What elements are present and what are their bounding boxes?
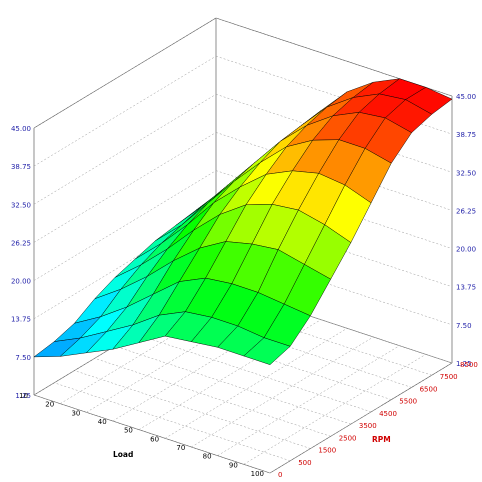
back-wall-gridline [33,55,217,167]
floor-gridline [54,382,291,462]
surface-mesh [33,78,453,365]
rpm-axis-title: RPM [372,435,391,444]
z-tick-label-left: 32.50 [11,201,31,209]
floor-gridline [33,394,271,474]
z-tick-label-left: 13.75 [11,316,31,324]
z-tick-label-left: 20.00 [11,278,31,286]
axis-tick-labels: 1.25 1.25 7.50 7.50 13.75 13.75 20.00 20.00 26.2… [11,93,478,479]
rpm-tick-label: 3500 [359,422,377,430]
surface-cell [243,337,291,365]
load-tick-label: 40 [98,418,107,426]
floor-gridline [269,362,453,474]
z-tick-label-right: 26.25 [456,207,476,215]
rpm-tick-label: 8500 [460,361,478,369]
load-tick-label: 50 [124,427,133,435]
back-wall-gridline [33,17,217,129]
z-tick-label-left: 1.25 [15,392,31,400]
floor-gridline [74,370,311,449]
z-tick-label-right: 7.50 [456,322,472,330]
load-tick-label: 60 [150,435,159,443]
rpm-tick-label: 2500 [339,434,357,442]
load-tick-label: 30 [71,409,80,417]
floor-gridline [164,328,348,439]
floor-gridline [114,345,351,425]
floor-gridline [243,354,426,465]
load-tick-label: 20 [45,401,54,409]
load-tick-label: 100 [251,470,264,478]
rpm-tick-label: 1500 [318,447,336,455]
floor-gridline [135,333,372,413]
floor-gridline [217,345,400,456]
z-tick-label-left: 45.00 [11,125,31,133]
load-axis-title: Load [113,450,133,459]
rpm-tick-label: 0 [278,471,282,479]
z-tick-label-right: 38.75 [456,131,476,139]
back-wall-gridline [33,132,217,243]
rpm-tick-label: 7500 [440,373,458,381]
floor-gridline [195,296,432,376]
z-tick-label-left: 7.50 [15,354,31,362]
load-tick-label: 80 [203,453,212,461]
floor-gridline [191,336,374,448]
load-tick-label: 90 [229,461,238,469]
z-tick-label-right: 45.00 [456,93,476,101]
back-wall-gridline [33,94,217,205]
back-wall-gridline [215,55,453,135]
load-tick-label: 10 [19,392,28,400]
rpm-tick-label: 6500 [420,385,438,393]
z-tick-label-left: 26.25 [11,239,31,247]
back-wall-gridline [215,17,453,97]
back-wall-gridline [33,170,217,281]
z-tick-label-right: 20.00 [456,246,476,254]
z-tick-label-left: 38.75 [11,163,31,171]
floor-gridline [94,358,331,437]
rpm-tick-label: 5500 [399,398,417,406]
z-tick-label-right: 1.25 [456,360,472,368]
load-tick-label: 70 [176,444,185,452]
z-tick-label-right: 32.50 [456,169,476,177]
rpm-tick-label: 4500 [379,410,397,418]
floor-gridline [215,284,453,364]
rpm-tick-label: 500 [298,459,311,467]
floor-gridline [175,309,412,388]
z-tick-label-right: 13.75 [456,284,476,292]
